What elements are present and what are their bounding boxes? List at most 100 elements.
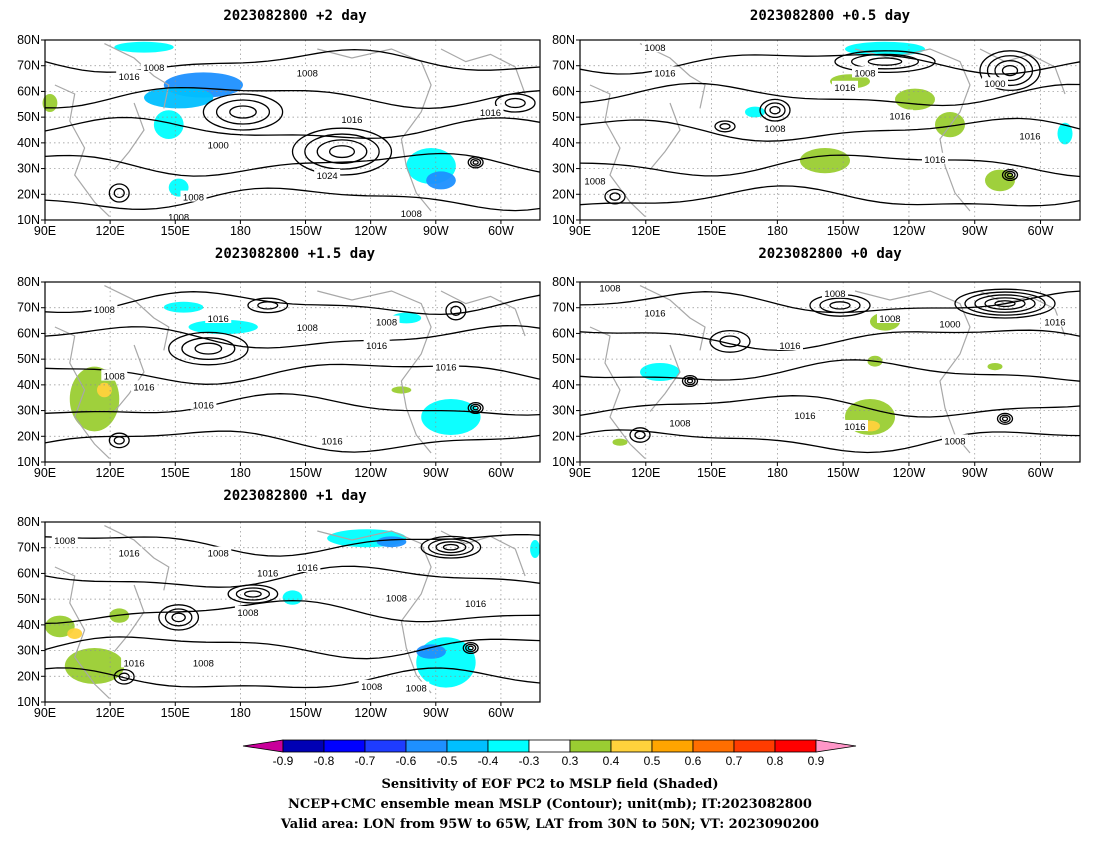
isobar bbox=[44, 291, 541, 316]
contour-label: 1008 bbox=[944, 436, 965, 447]
coastline bbox=[854, 48, 971, 212]
colorbar-box bbox=[487, 739, 530, 753]
coastline bbox=[440, 530, 526, 577]
lon-label: 90W bbox=[962, 224, 988, 238]
coastlines bbox=[589, 43, 1066, 217]
contour-label: 1016 bbox=[1019, 131, 1040, 142]
isobar bbox=[1006, 172, 1014, 178]
contour-label: 1008 bbox=[297, 323, 318, 334]
colorbar-label: 0.4 bbox=[603, 754, 620, 768]
contour-label: 1000 bbox=[939, 319, 960, 330]
lon-label: 120W bbox=[893, 466, 926, 480]
lon-label: 60W bbox=[488, 466, 514, 480]
isobar bbox=[227, 584, 279, 604]
map-frame bbox=[44, 281, 541, 463]
isobar bbox=[44, 533, 541, 557]
contour-label: 1016 bbox=[297, 563, 318, 574]
colorbar-end-left bbox=[242, 739, 284, 753]
shading-patch bbox=[69, 366, 120, 432]
shading-patch bbox=[421, 399, 481, 435]
isobar bbox=[579, 429, 1081, 454]
isobar bbox=[709, 329, 751, 353]
lat-label: 50N bbox=[552, 110, 575, 124]
coastline bbox=[104, 43, 170, 109]
coastline bbox=[639, 285, 706, 351]
lat-label: 30N bbox=[552, 404, 575, 418]
colorbar-box bbox=[446, 739, 489, 753]
contour-label: 1008 bbox=[94, 305, 115, 316]
colorbar-label: 0.6 bbox=[685, 754, 702, 768]
colorbar-label: 0.7 bbox=[726, 754, 743, 768]
isobar bbox=[867, 57, 903, 66]
map-frame bbox=[579, 281, 1081, 463]
sensitivity-shading bbox=[42, 41, 456, 197]
isobar bbox=[44, 599, 541, 625]
isobar bbox=[44, 393, 541, 416]
isobar bbox=[420, 535, 482, 559]
isobar bbox=[44, 152, 541, 177]
isobar bbox=[108, 183, 130, 203]
isobar bbox=[171, 612, 186, 623]
isobar bbox=[714, 120, 736, 133]
lon-label: 150W bbox=[289, 466, 322, 480]
lon-label: 120E bbox=[631, 466, 660, 480]
coastline bbox=[649, 344, 681, 412]
lat-label: 40N bbox=[17, 378, 40, 392]
map-frame bbox=[579, 39, 1081, 221]
lon-label: 90W bbox=[423, 224, 449, 238]
isobar bbox=[719, 123, 731, 130]
contour-labels: 1008 1016 1008 1016 1008 1016 1000 1016 1008 1008… bbox=[597, 281, 1068, 447]
lat-label: 10N bbox=[17, 213, 40, 227]
colorbar-end-right bbox=[815, 739, 857, 753]
map-plot: 1008 1008 1016 1008 1016 1016 1008 1016 1016 1016… bbox=[17, 275, 541, 480]
panel-title: 2023082800 +1.5 day bbox=[214, 246, 376, 262]
shading-patch bbox=[282, 590, 303, 605]
lon-label: 120W bbox=[893, 224, 926, 238]
contour-label: 1016 bbox=[119, 72, 140, 83]
contour-label: 1008 bbox=[854, 68, 875, 79]
coastlines bbox=[54, 525, 526, 699]
contour-label: 1008 bbox=[584, 176, 605, 187]
colorbar-label: -0.3 bbox=[519, 754, 540, 768]
lat-label: 10N bbox=[552, 455, 575, 469]
shading-patch bbox=[987, 363, 1003, 371]
map-frame bbox=[44, 39, 541, 221]
mslp-contours bbox=[44, 48, 541, 212]
sensitivity-shading bbox=[69, 301, 481, 435]
footer-line-1: Sensitivity of EOF PC2 to MSLP field (Sh… bbox=[381, 777, 719, 792]
isobar bbox=[829, 301, 851, 310]
contour-label: 1016 bbox=[124, 658, 145, 669]
contour-label: 1008 bbox=[406, 684, 427, 695]
contour-label: 1008 bbox=[386, 594, 407, 605]
shading-patch bbox=[895, 88, 935, 111]
contour-label: 1016 bbox=[1044, 318, 1065, 329]
contour-label: 1016 bbox=[465, 599, 486, 610]
lat-label: 20N bbox=[552, 187, 575, 201]
contour-label: 1008 bbox=[297, 68, 318, 79]
isobar bbox=[113, 436, 125, 445]
panel-title: 2023082800 +0.5 day bbox=[749, 8, 911, 24]
shading-patch bbox=[96, 382, 112, 398]
lon-label: 150E bbox=[697, 224, 726, 238]
map-panel-plus1day: 2023082800 +1 day 1008 1016 1016 1016 1008 10… bbox=[0, 482, 545, 722]
map-panel-plus2day: 2023082800 +2 day 1008 1016 1008 1008 1016 10… bbox=[0, 0, 545, 240]
lat-label: 80N bbox=[552, 33, 575, 47]
isobar bbox=[579, 117, 1081, 142]
lon-label: 120E bbox=[96, 466, 125, 480]
isobar bbox=[1001, 65, 1019, 77]
isobar bbox=[44, 86, 541, 110]
lon-label: 150W bbox=[289, 706, 322, 720]
colorbar-box bbox=[774, 739, 817, 753]
isobar bbox=[504, 97, 526, 109]
isobar bbox=[819, 297, 861, 314]
isobar bbox=[986, 55, 1034, 87]
coastlines bbox=[54, 43, 526, 217]
lon-label: 150W bbox=[289, 224, 322, 238]
contour-label: 1008 bbox=[669, 418, 690, 429]
colorbar-label: -0.6 bbox=[396, 754, 417, 768]
map-frame bbox=[44, 521, 541, 703]
lon-label: 150E bbox=[161, 706, 190, 720]
isobar bbox=[579, 359, 1081, 382]
lon-label: 90E bbox=[34, 706, 56, 720]
